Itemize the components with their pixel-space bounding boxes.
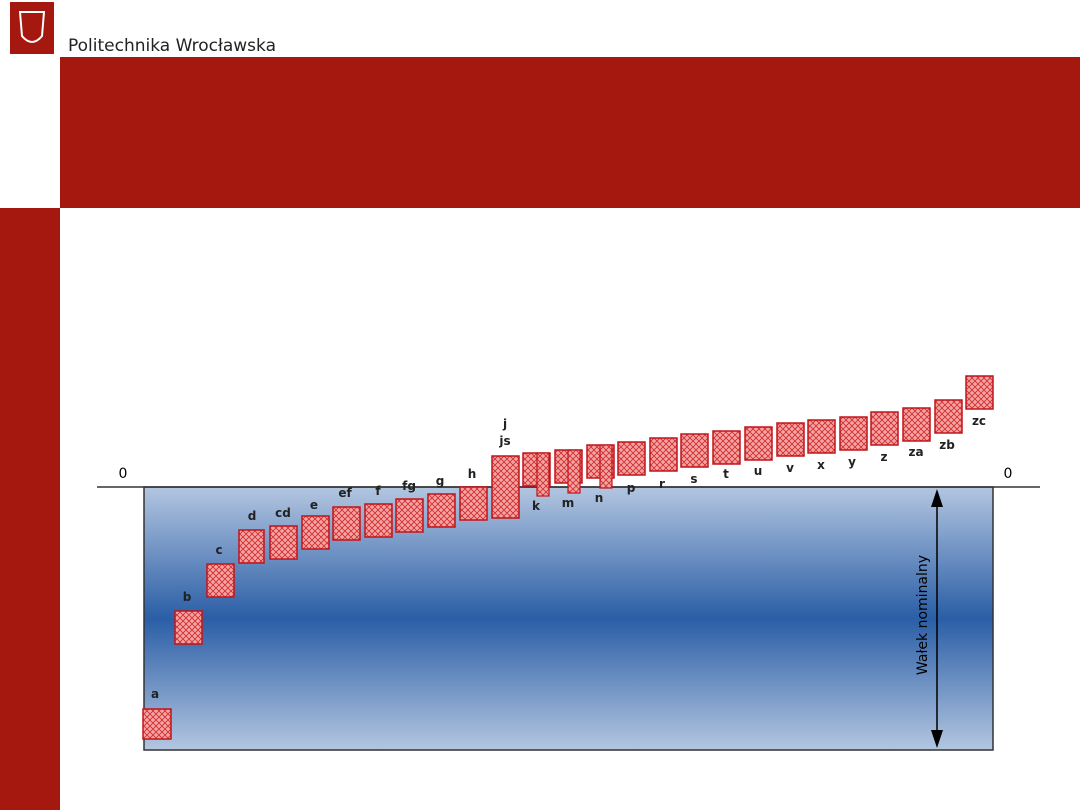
- zone-label: r: [659, 477, 665, 491]
- zone-label: u: [754, 464, 763, 478]
- tolerance-zone: [617, 441, 646, 476]
- zone-label: s: [690, 472, 697, 486]
- tolerance-zone: [776, 422, 805, 457]
- zone-label: f: [375, 484, 381, 498]
- zone-label: cd: [275, 506, 291, 520]
- tolerance-zone: [680, 433, 709, 468]
- zone-label: zb: [939, 438, 955, 452]
- zone-label: a: [151, 687, 159, 701]
- zero-label: 0: [119, 466, 128, 482]
- tolerance-zone: [364, 503, 393, 538]
- zone-label: x: [817, 458, 825, 472]
- zone-label: m: [562, 496, 575, 510]
- tolerance-zone: [902, 407, 931, 442]
- zero-label: 0: [1004, 466, 1013, 482]
- tolerance-zone: [427, 493, 456, 528]
- tolerance-zone: [491, 455, 520, 519]
- tolerance-zone: [395, 498, 424, 533]
- tolerance-zone: [934, 399, 963, 434]
- zone-label: g: [436, 474, 445, 488]
- tolerance-zone: [142, 708, 172, 740]
- tolerance-zone: [332, 506, 361, 541]
- header-band: [60, 57, 1080, 208]
- tolerance-zone: [712, 430, 741, 465]
- tolerance-zone: [965, 375, 994, 410]
- tolerance-zone: [649, 437, 678, 472]
- header-title: Politechnika Wrocławska: [68, 36, 276, 56]
- zone-label: e: [310, 498, 318, 512]
- tolerance-zone: [206, 563, 235, 598]
- tolerance-zone: [870, 411, 899, 446]
- zone-label: c: [215, 543, 222, 557]
- zone-label: k: [532, 499, 541, 513]
- zone-label: js: [498, 434, 510, 448]
- tolerance-zone: [238, 529, 265, 564]
- shaft-label: Wałek nominalny: [915, 555, 931, 675]
- zone-label: b: [183, 590, 192, 604]
- zone-label: z: [881, 450, 888, 464]
- zone-label: t: [723, 467, 729, 481]
- zone-label: zc: [972, 414, 986, 428]
- tolerance-zone: [174, 610, 203, 645]
- tolerance-zone: [807, 419, 836, 454]
- tolerance-zone: [536, 452, 550, 497]
- tolerance-zone: [839, 416, 868, 451]
- zone-label: fg: [402, 479, 416, 493]
- tolerance-zone: [269, 525, 298, 560]
- zone-label: za: [908, 445, 923, 459]
- tolerance-zone: [599, 444, 613, 489]
- zone-label: y: [848, 455, 856, 469]
- logo: [10, 2, 54, 54]
- tolerance-zone: [744, 426, 773, 461]
- tolerance-zone: [459, 486, 488, 521]
- zone-label: n: [595, 491, 604, 505]
- tolerance-zone: [301, 515, 330, 550]
- zone-label: ef: [338, 486, 352, 500]
- zone-label: p: [627, 481, 636, 495]
- logo-shield: [18, 11, 46, 43]
- tolerance-zone: [567, 449, 581, 494]
- zone-label: j: [502, 417, 507, 431]
- zone-label: v: [786, 461, 794, 475]
- zone-label: d: [248, 509, 257, 523]
- zone-label: h: [468, 467, 477, 481]
- side-band: [0, 208, 60, 810]
